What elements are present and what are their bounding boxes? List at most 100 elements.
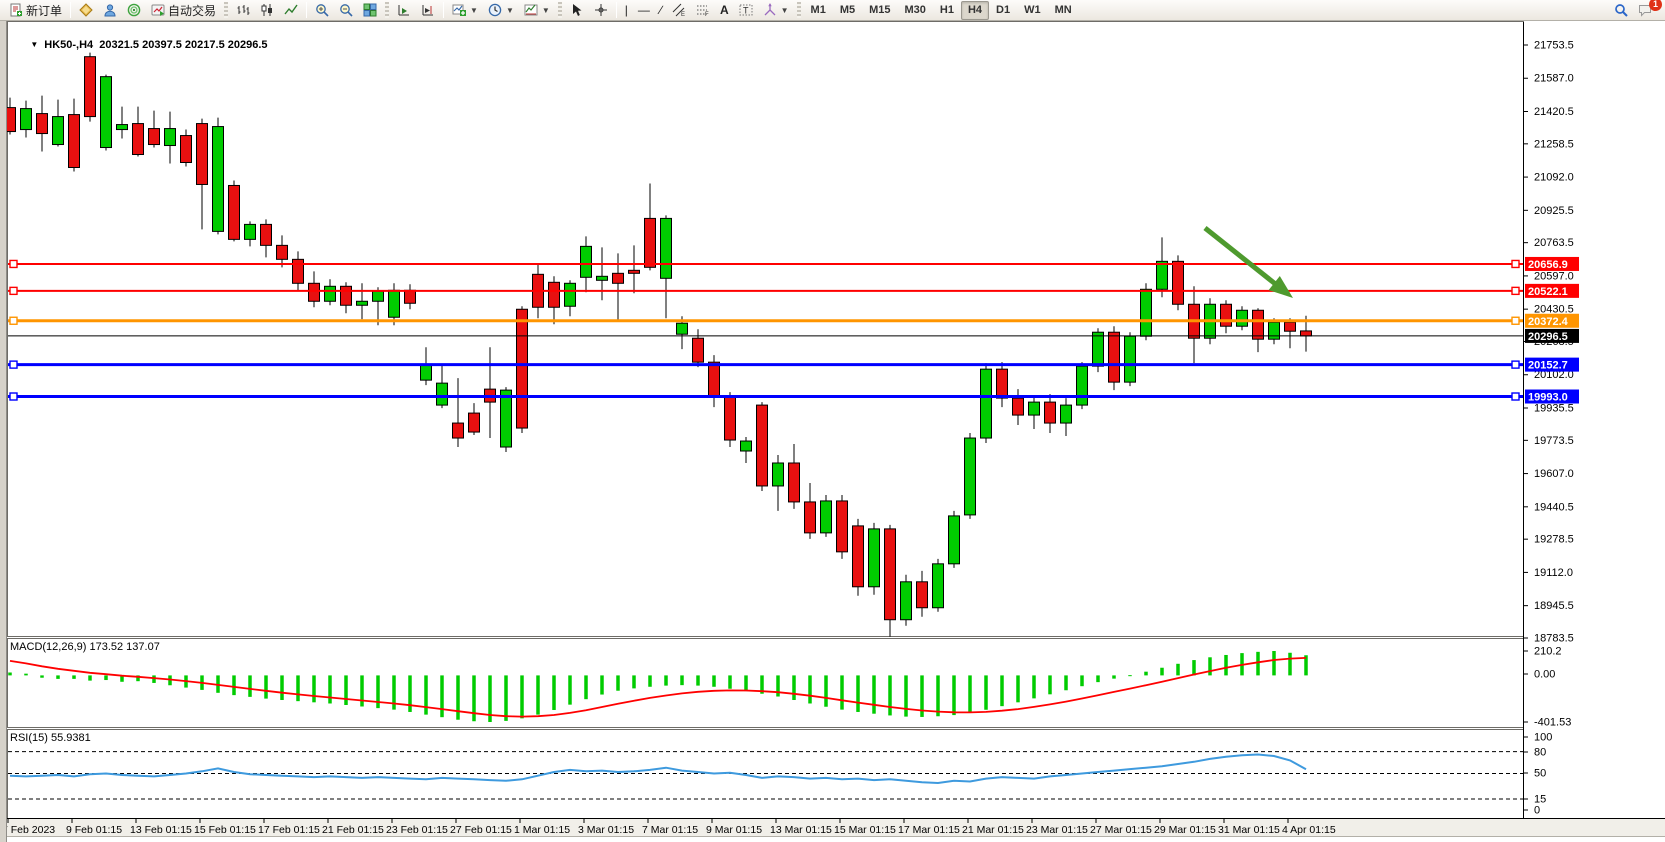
- price-line-label: [1525, 256, 1579, 271]
- chart-dropdown-icon[interactable]: ▼: [30, 40, 39, 49]
- macd-histogram-bar: [984, 675, 988, 710]
- bar-chart-button[interactable]: [231, 1, 255, 20]
- macd-histogram-bar: [920, 675, 924, 717]
- macd-histogram-bar: [360, 675, 364, 707]
- navigator-button[interactable]: [98, 1, 122, 20]
- fibonacci-button[interactable]: F: [691, 1, 715, 20]
- horizontal-lines: [8, 259, 1523, 401]
- line-handle[interactable]: [1511, 360, 1520, 369]
- time-tick-label: 7 Feb 2023: [2, 824, 55, 836]
- line-handle[interactable]: [1511, 316, 1520, 325]
- zoom-out-button[interactable]: [334, 1, 358, 20]
- chart-shift-button[interactable]: [416, 1, 440, 20]
- candle-body-up: [596, 275, 608, 281]
- candle-body-down: [68, 114, 80, 168]
- channel-button[interactable]: E: [667, 1, 691, 20]
- timeframe-button-h1[interactable]: H1: [939, 4, 954, 16]
- price-scale-gutter: [1524, 22, 1665, 818]
- candle-body-up: [52, 116, 64, 146]
- notifications-button[interactable]: 1: [1633, 0, 1662, 20]
- templates-button[interactable]: ▼: [519, 1, 555, 20]
- scale-tick-label: 21420.5: [1534, 106, 1574, 118]
- indicators-button[interactable]: ▼: [447, 1, 483, 20]
- market-watch-button[interactable]: [74, 1, 98, 20]
- line-handle[interactable]: [1511, 392, 1520, 401]
- vertical-line-button[interactable]: |: [620, 1, 633, 20]
- trading-chart-canvas[interactable]: 21753.5 21587.0 21420.5 21258.5 21092.0 20925…: [0, 21, 1665, 842]
- scale-tick-label: 20102.0: [1534, 369, 1574, 381]
- separator: [615, 2, 617, 18]
- trendline-button[interactable]: ∕: [655, 1, 667, 20]
- tile-windows-button[interactable]: [358, 1, 382, 20]
- macd-histogram-bar: [776, 675, 780, 697]
- macd-histogram-bar: [72, 675, 76, 679]
- price-line-label-text: 20656.9: [1528, 259, 1568, 271]
- timeframe-button-m1[interactable]: M1: [810, 4, 826, 16]
- timeframe-button-w1[interactable]: W1: [1024, 4, 1041, 16]
- new-order-button[interactable]: 新订单: [4, 1, 67, 20]
- candle-body-down: [452, 422, 464, 439]
- cursor-button[interactable]: [565, 1, 589, 20]
- candle-body-down: [1108, 331, 1120, 383]
- candlestick-series: [4, 52, 1312, 637]
- rsi-scale-label: 0: [1534, 805, 1540, 817]
- line-handle[interactable]: [9, 360, 18, 369]
- macd-histogram-bar: [88, 675, 92, 681]
- svg-text:T: T: [743, 6, 749, 16]
- line-handle[interactable]: [1511, 286, 1520, 296]
- macd-pane[interactable]: [7, 638, 1524, 728]
- candle-body-down: [516, 308, 528, 429]
- text-label-button[interactable]: T: [734, 1, 758, 20]
- text-button[interactable]: A: [715, 1, 734, 20]
- auto-scroll-button[interactable]: [392, 1, 416, 20]
- macd-histogram-bar: [408, 675, 412, 712]
- timeframe-button-d1[interactable]: D1: [996, 4, 1011, 16]
- toolbar-grip: [557, 2, 562, 18]
- macd-histogram-bar: [904, 675, 908, 717]
- macd-histogram-bar: [936, 675, 940, 717]
- candle-body-up: [580, 245, 592, 278]
- separator: [70, 2, 72, 18]
- timeframe-button-h4[interactable]: H4: [960, 0, 990, 20]
- scale-tick-label: 19278.5: [1534, 534, 1574, 546]
- zoom-in-button[interactable]: [310, 1, 334, 20]
- time-tick-label: 17 Mar 01:15: [898, 824, 960, 836]
- periods-button[interactable]: ▼: [483, 1, 519, 20]
- macd-histogram-bar: [888, 675, 892, 716]
- candle-body-up: [676, 322, 688, 335]
- timeframe-button-m30[interactable]: M30: [904, 4, 926, 16]
- candlestick-chart-button[interactable]: [255, 1, 279, 20]
- candle-body-down: [148, 128, 160, 146]
- scale-tick-label: 21092.0: [1534, 172, 1574, 184]
- timeframe-toolbar: M1 M5 M15 M30 H1 H4 D1 W1 MN: [804, 0, 1079, 20]
- candle-body-up: [356, 300, 368, 306]
- line-handle[interactable]: [9, 392, 18, 401]
- line-chart-button[interactable]: [279, 1, 303, 20]
- crosshair-button[interactable]: [589, 1, 613, 20]
- arrows-button[interactable]: ▼: [758, 1, 794, 20]
- macd-histogram-bar: [856, 675, 860, 712]
- autotrading-button[interactable]: 自动交易: [146, 1, 221, 20]
- timeframe-button-mn[interactable]: MN: [1054, 4, 1072, 16]
- macd-histogram-bar: [296, 675, 300, 702]
- line-handle[interactable]: [9, 259, 18, 269]
- timeframe-button-m5[interactable]: M5: [839, 4, 856, 16]
- macd-histogram-bar: [40, 675, 44, 678]
- time-tick-label: 21 Mar 01:15: [962, 824, 1024, 836]
- price-line-label: [1525, 389, 1579, 404]
- search-button[interactable]: [1609, 1, 1633, 20]
- time-tick-label: 27 Mar 01:15: [1090, 824, 1152, 836]
- symbol-ohlc-text: HK50-,H4 20321.5 20397.5 20217.5 20296.5: [44, 39, 268, 51]
- time-tick-label: 15 Feb 01:15: [194, 824, 256, 836]
- line-handle[interactable]: [9, 316, 18, 325]
- line-handle[interactable]: [9, 286, 18, 296]
- signals-button[interactable]: [122, 1, 146, 20]
- annotation-arrow[interactable]: [1203, 226, 1279, 288]
- chart-window[interactable]: 21753.5 21587.0 21420.5 21258.5 21092.0 20925…: [0, 21, 1665, 842]
- main-pane[interactable]: [7, 21, 1524, 637]
- candle-body-up: [1076, 365, 1088, 406]
- timeframe-button-m15[interactable]: M15: [869, 4, 891, 16]
- horizontal-line-button[interactable]: —: [633, 1, 655, 20]
- line-handle[interactable]: [1511, 259, 1520, 269]
- time-axis-strip[interactable]: [0, 819, 1665, 836]
